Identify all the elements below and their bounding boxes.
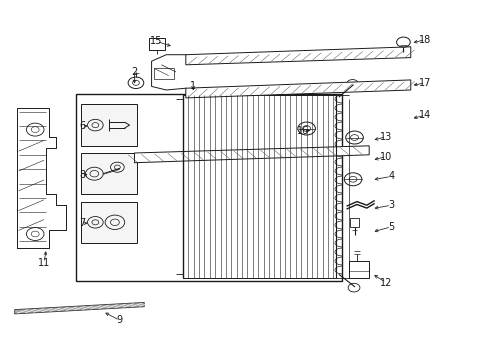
Bar	[183, 95, 336, 278]
Bar	[348, 261, 368, 278]
Text: 2: 2	[131, 67, 137, 77]
Text: 7: 7	[79, 218, 85, 228]
Text: 5: 5	[387, 222, 393, 232]
Text: 1: 1	[190, 81, 196, 91]
Text: 3: 3	[387, 200, 393, 210]
Bar	[81, 202, 137, 243]
Text: 16: 16	[296, 126, 309, 136]
Text: 15: 15	[150, 36, 163, 46]
Bar	[81, 104, 137, 146]
Text: 4: 4	[387, 171, 393, 181]
Text: 13: 13	[379, 132, 392, 142]
Text: 11: 11	[38, 258, 50, 268]
Bar	[149, 38, 164, 50]
Polygon shape	[134, 146, 368, 163]
Text: 10: 10	[379, 152, 392, 162]
Bar	[154, 68, 173, 79]
Bar	[81, 153, 137, 194]
Polygon shape	[185, 80, 410, 98]
Text: 6: 6	[79, 121, 85, 131]
Polygon shape	[15, 302, 144, 314]
Text: 14: 14	[418, 110, 431, 120]
Text: 17: 17	[418, 78, 431, 88]
Bar	[349, 218, 358, 227]
Text: 8: 8	[79, 170, 85, 180]
Text: 18: 18	[418, 35, 431, 45]
Text: 9: 9	[117, 315, 122, 325]
Text: 12: 12	[379, 278, 392, 288]
Bar	[76, 94, 342, 281]
Polygon shape	[185, 47, 410, 65]
